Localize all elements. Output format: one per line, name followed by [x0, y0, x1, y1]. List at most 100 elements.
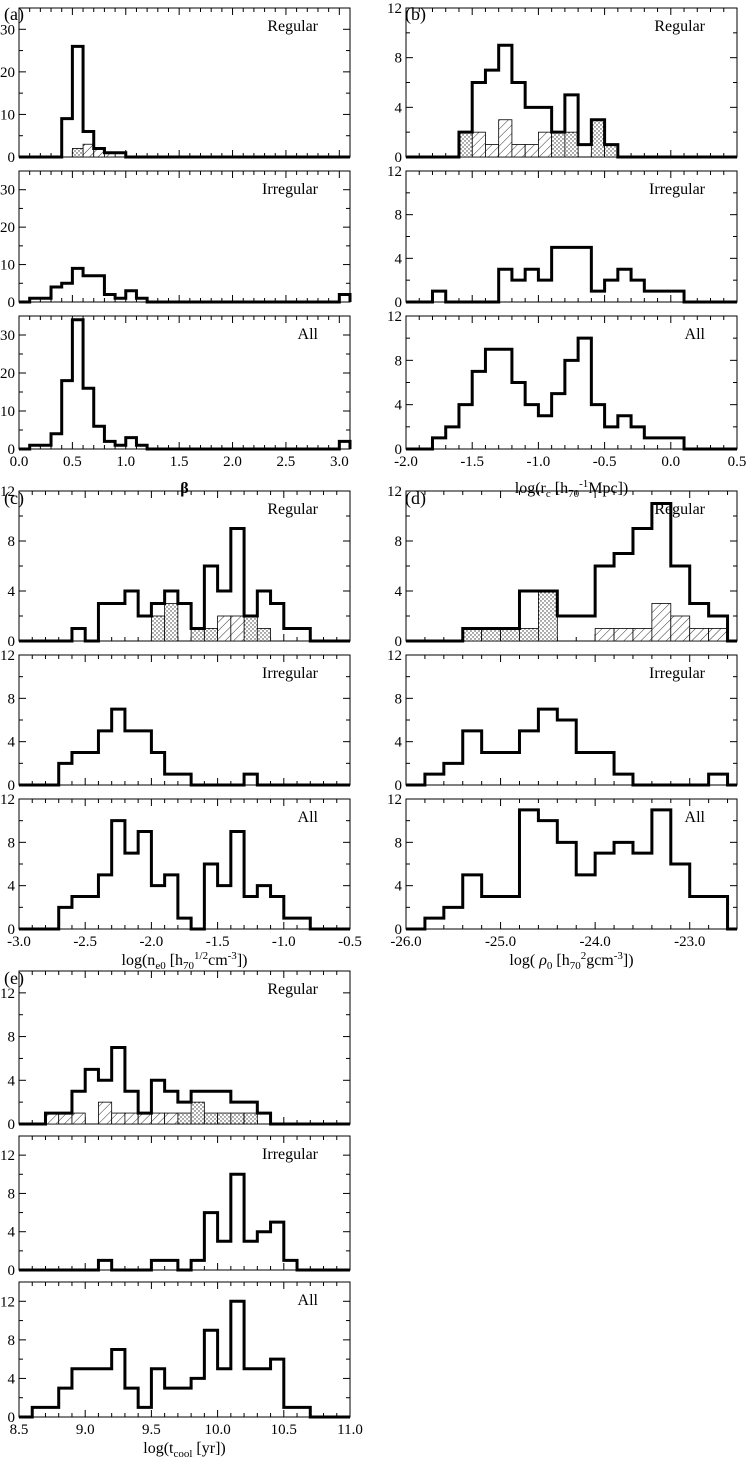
x-tick-label: -25.0 — [485, 934, 516, 950]
category-label: All — [298, 1292, 319, 1309]
y-tick-label: 4 — [8, 1073, 16, 1089]
y-tick-label: 0 — [8, 295, 16, 311]
x-tick-label: -2.0 — [140, 934, 164, 950]
dotted-bar — [203, 1112, 219, 1125]
y-tick-label: 0 — [395, 295, 403, 311]
x-tick-label: 0.0 — [10, 454, 29, 470]
subpanel-all: 0 10 20 30 All — [0, 315, 352, 458]
subpanel-all: 0 4 8 12 All — [387, 309, 738, 458]
x-tick-label: 9.0 — [76, 1422, 95, 1438]
hatched-bar — [58, 1112, 73, 1125]
subpanel-all: 0 4 8 12 All — [0, 1281, 351, 1426]
category-label: All — [298, 326, 319, 343]
hatched-bar — [670, 615, 691, 642]
y-tick-label: 30 — [0, 22, 15, 38]
y-tick-label: 8 — [8, 1030, 16, 1046]
histogram-outline — [406, 43, 737, 159]
y-tick-label: 0 — [8, 150, 16, 166]
hatched-bar — [632, 628, 653, 642]
dotted-bar — [164, 603, 179, 642]
y-tick-label: 8 — [395, 208, 403, 224]
y-tick-label: 12 — [387, 484, 402, 500]
hatched-bar — [613, 628, 634, 642]
y-tick-label: 0 — [8, 634, 16, 650]
y-tick-label: 12 — [387, 309, 402, 325]
category-label: Regular — [654, 18, 705, 35]
hatched-bar — [538, 131, 553, 158]
dotted-bar — [203, 628, 219, 642]
subpanel-regular: 0 4 8 12 Regular — [387, 1, 738, 166]
dotted-bar — [177, 1112, 192, 1125]
y-tick-label: 0 — [395, 922, 403, 938]
x-tick-label: 0.0 — [661, 454, 680, 470]
x-tick-label: -1.0 — [527, 454, 551, 470]
histogram-outline — [19, 819, 350, 931]
y-tick-label: 0 — [8, 922, 16, 938]
x-tick-label: -3.0 — [7, 934, 31, 950]
subpanel-regular: 0 4 8 12 Regular — [0, 484, 351, 650]
x-axis-label: log(tcool [yr]) — [143, 1440, 225, 1459]
x-tick-label: -0.5 — [338, 934, 362, 950]
histogram-outline — [406, 502, 737, 643]
category-label: Irregular — [649, 181, 706, 198]
x-axis-label: log(rc [h70-1Mpc]) — [515, 478, 628, 500]
x-tick-label: 9.5 — [142, 1422, 161, 1438]
hatched-bar — [217, 615, 232, 642]
y-tick-label: 4 — [8, 735, 16, 751]
histogram-outline — [406, 336, 737, 451]
chart-panel-d: (d) 0 4 8 12 Regular 0 4 8 12 Irregular 0 4 8 12 All -26… — [387, 484, 738, 972]
y-tick-label: 4 — [395, 100, 403, 116]
y-tick-label: 8 — [8, 691, 16, 707]
y-tick-label: 12 — [0, 648, 15, 664]
dotted-bar — [150, 615, 166, 642]
hatched-bar — [71, 1112, 86, 1125]
dotted-bar — [604, 144, 619, 158]
dotted-bar — [519, 628, 539, 642]
y-tick-label: 12 — [0, 1148, 15, 1164]
y-tick-label: 0 — [395, 150, 403, 166]
hatched-bar — [111, 1112, 126, 1125]
x-tick-label: 1.5 — [170, 454, 189, 470]
dotted-bar — [590, 119, 605, 158]
y-tick-label: 8 — [8, 534, 16, 550]
x-axis-label: log( ρ0 [h702gcm-3]) — [509, 950, 633, 972]
x-tick-label: -1.5 — [206, 934, 230, 950]
y-tick-label: 4 — [395, 735, 403, 751]
hatched-bar — [45, 1112, 60, 1125]
x-tick-label: -1.0 — [272, 934, 296, 950]
category-label: Irregular — [262, 181, 319, 198]
y-tick-label: 4 — [395, 251, 403, 267]
x-tick-label: -1.5 — [460, 454, 484, 470]
y-tick-label: 10 — [0, 258, 15, 274]
y-tick-label: 8 — [395, 51, 403, 67]
y-tick-label: 30 — [0, 183, 15, 199]
hatched-bar — [524, 144, 539, 158]
chart-panel-c: (c)04812Regular04812Irregular04812All-3.… — [0, 484, 362, 972]
dotted-bar — [71, 148, 84, 158]
subpanel-regular: 0 10 20 30 Regular — [0, 7, 351, 166]
dotted-bar — [256, 628, 271, 642]
category-label: Regular — [654, 501, 705, 518]
dotted-bar — [190, 1101, 205, 1125]
y-tick-label: 12 — [387, 164, 402, 180]
histogram-outline — [406, 707, 737, 787]
dotted-bar — [230, 1112, 245, 1125]
histogram-outline — [19, 527, 350, 643]
hatched-bar — [98, 1101, 113, 1125]
histogram-outline — [19, 318, 352, 451]
dotted-bar — [243, 615, 258, 642]
hatched-bar — [82, 143, 95, 158]
x-tick-label: -0.5 — [593, 454, 617, 470]
y-tick-label: 12 — [387, 648, 402, 664]
category-label: Regular — [267, 501, 318, 518]
y-tick-label: 4 — [8, 1225, 16, 1241]
y-tick-label: 8 — [395, 691, 403, 707]
dotted-bar — [190, 628, 205, 642]
y-tick-label: 10 — [0, 107, 15, 123]
y-tick-label: 8 — [8, 835, 16, 851]
histogram-outline — [19, 1172, 350, 1272]
hatched-bar — [708, 628, 728, 642]
y-tick-label: 20 — [0, 366, 15, 382]
y-tick-label: 12 — [0, 484, 15, 500]
